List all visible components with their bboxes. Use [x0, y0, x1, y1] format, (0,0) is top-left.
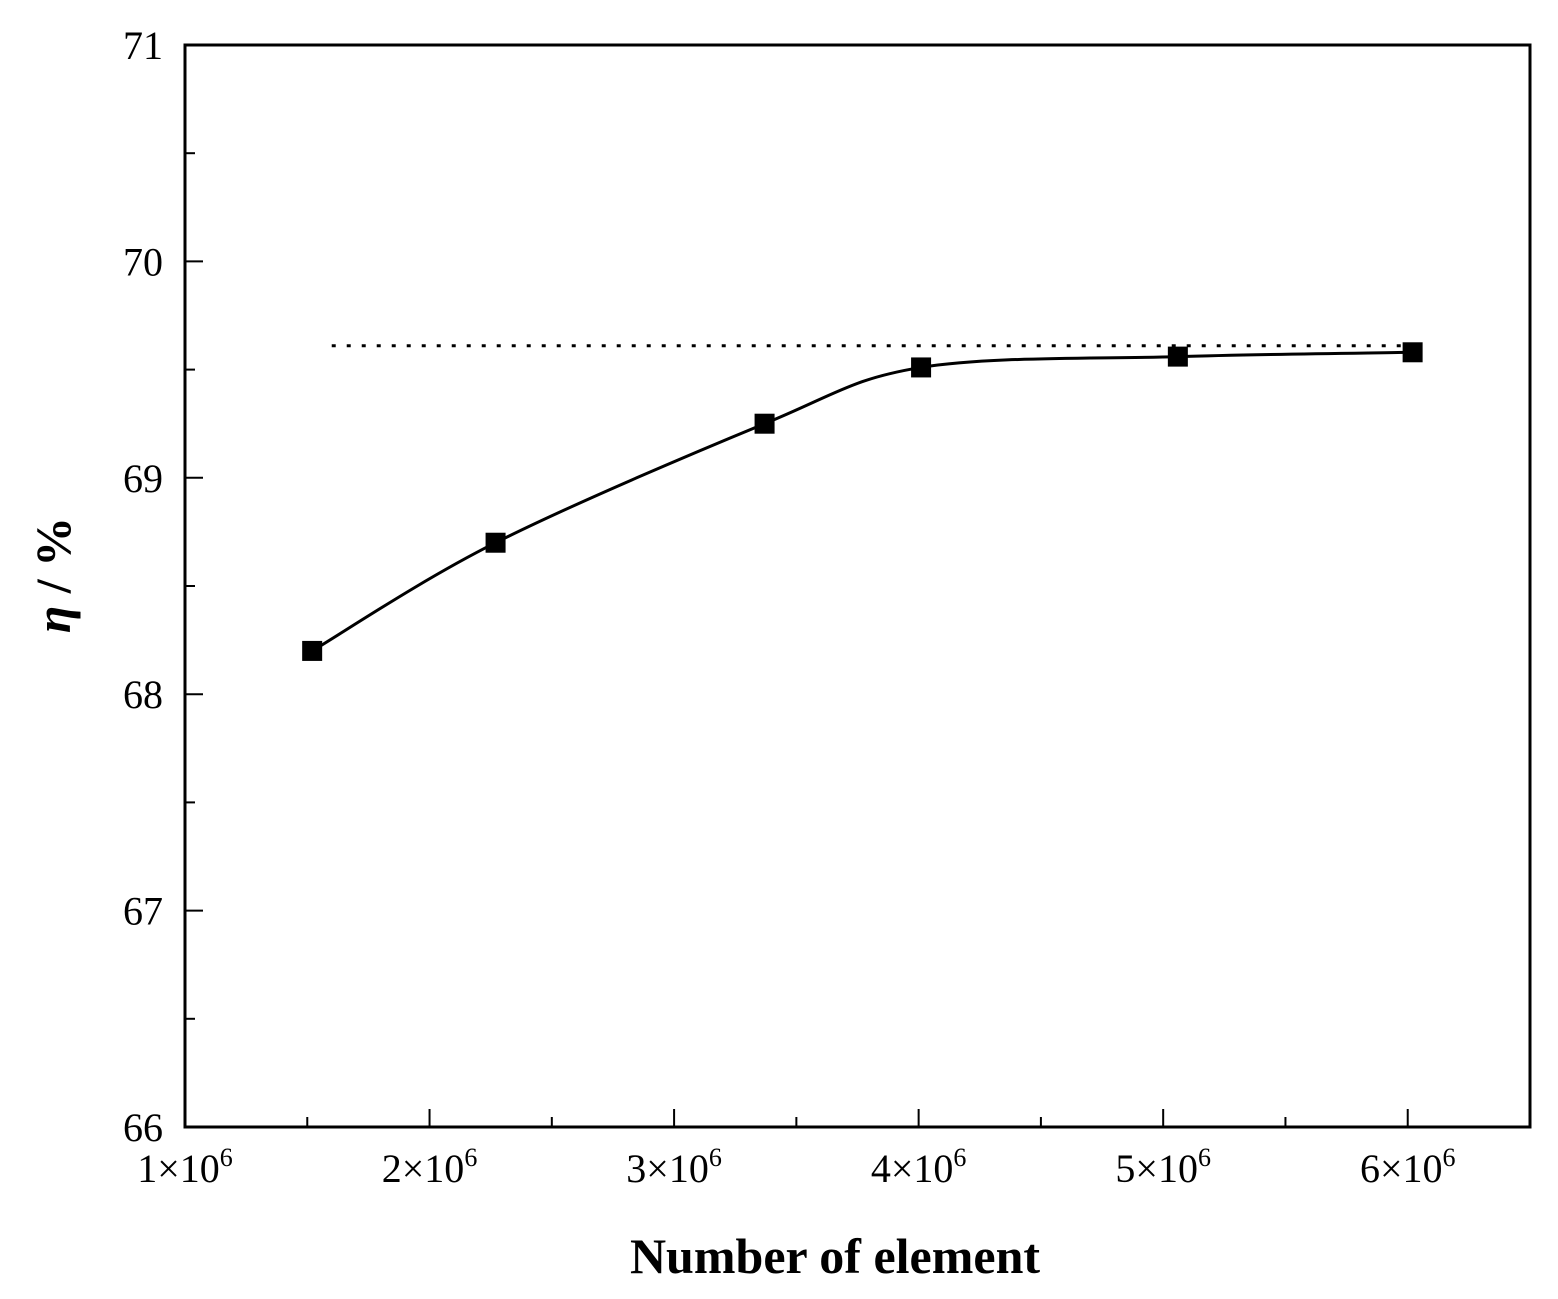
x-tick-exponent: 6 [709, 1143, 722, 1172]
y-tick-label: 70 [123, 239, 163, 284]
y-tick-label: 71 [123, 23, 163, 68]
plot-frame [183, 43, 1532, 1129]
x-tick-label: 2×106 [382, 1143, 478, 1191]
y-axis-title-unit: / % [25, 517, 81, 606]
x-axis-title: Number of element [630, 1228, 1040, 1284]
y-tick-label: 68 [123, 672, 163, 717]
x-tick-mantissa: 3×10 [626, 1146, 709, 1191]
x-tick-mantissa: 5×10 [1115, 1146, 1198, 1191]
data-point-marker [302, 640, 323, 661]
x-tick-exponent: 6 [1443, 1143, 1456, 1172]
x-tick-label: 4×106 [871, 1143, 967, 1191]
x-tick-label: 5×106 [1115, 1143, 1211, 1191]
x-tick-exponent: 6 [220, 1143, 233, 1172]
x-tick-label: 3×106 [626, 1143, 722, 1191]
series-line [311, 350, 1413, 653]
x-tick-mantissa: 4×10 [871, 1146, 954, 1191]
x-axis-ticks: 1×106 2×106 3×106 4×106 5×106 6×106 [137, 1109, 1456, 1191]
x-tick-exponent: 6 [1198, 1143, 1211, 1172]
x-tick-label: 6×106 [1360, 1143, 1456, 1191]
data-point-marker [754, 413, 775, 434]
x-tick-label: 1×106 [137, 1143, 233, 1191]
y-axis-ticks: 66 67 68 69 70 71 [123, 23, 203, 1150]
y-axis-title: η / % [25, 517, 81, 633]
x-tick-mantissa: 1×10 [137, 1146, 220, 1191]
y-axis-title-symbol: η [25, 606, 81, 633]
data-point-marker [1167, 346, 1188, 367]
data-point-marker [1402, 342, 1423, 363]
x-tick-exponent: 6 [464, 1143, 477, 1172]
x-tick-exponent: 6 [953, 1143, 966, 1172]
y-tick-label: 69 [123, 456, 163, 501]
y-tick-label: 67 [123, 889, 163, 934]
x-tick-mantissa: 2×10 [382, 1146, 465, 1191]
series-group [302, 342, 1423, 661]
data-point-marker [485, 532, 506, 553]
data-point-marker [911, 357, 932, 378]
x-tick-mantissa: 6×10 [1360, 1146, 1443, 1191]
y-tick-label: 66 [123, 1105, 163, 1150]
